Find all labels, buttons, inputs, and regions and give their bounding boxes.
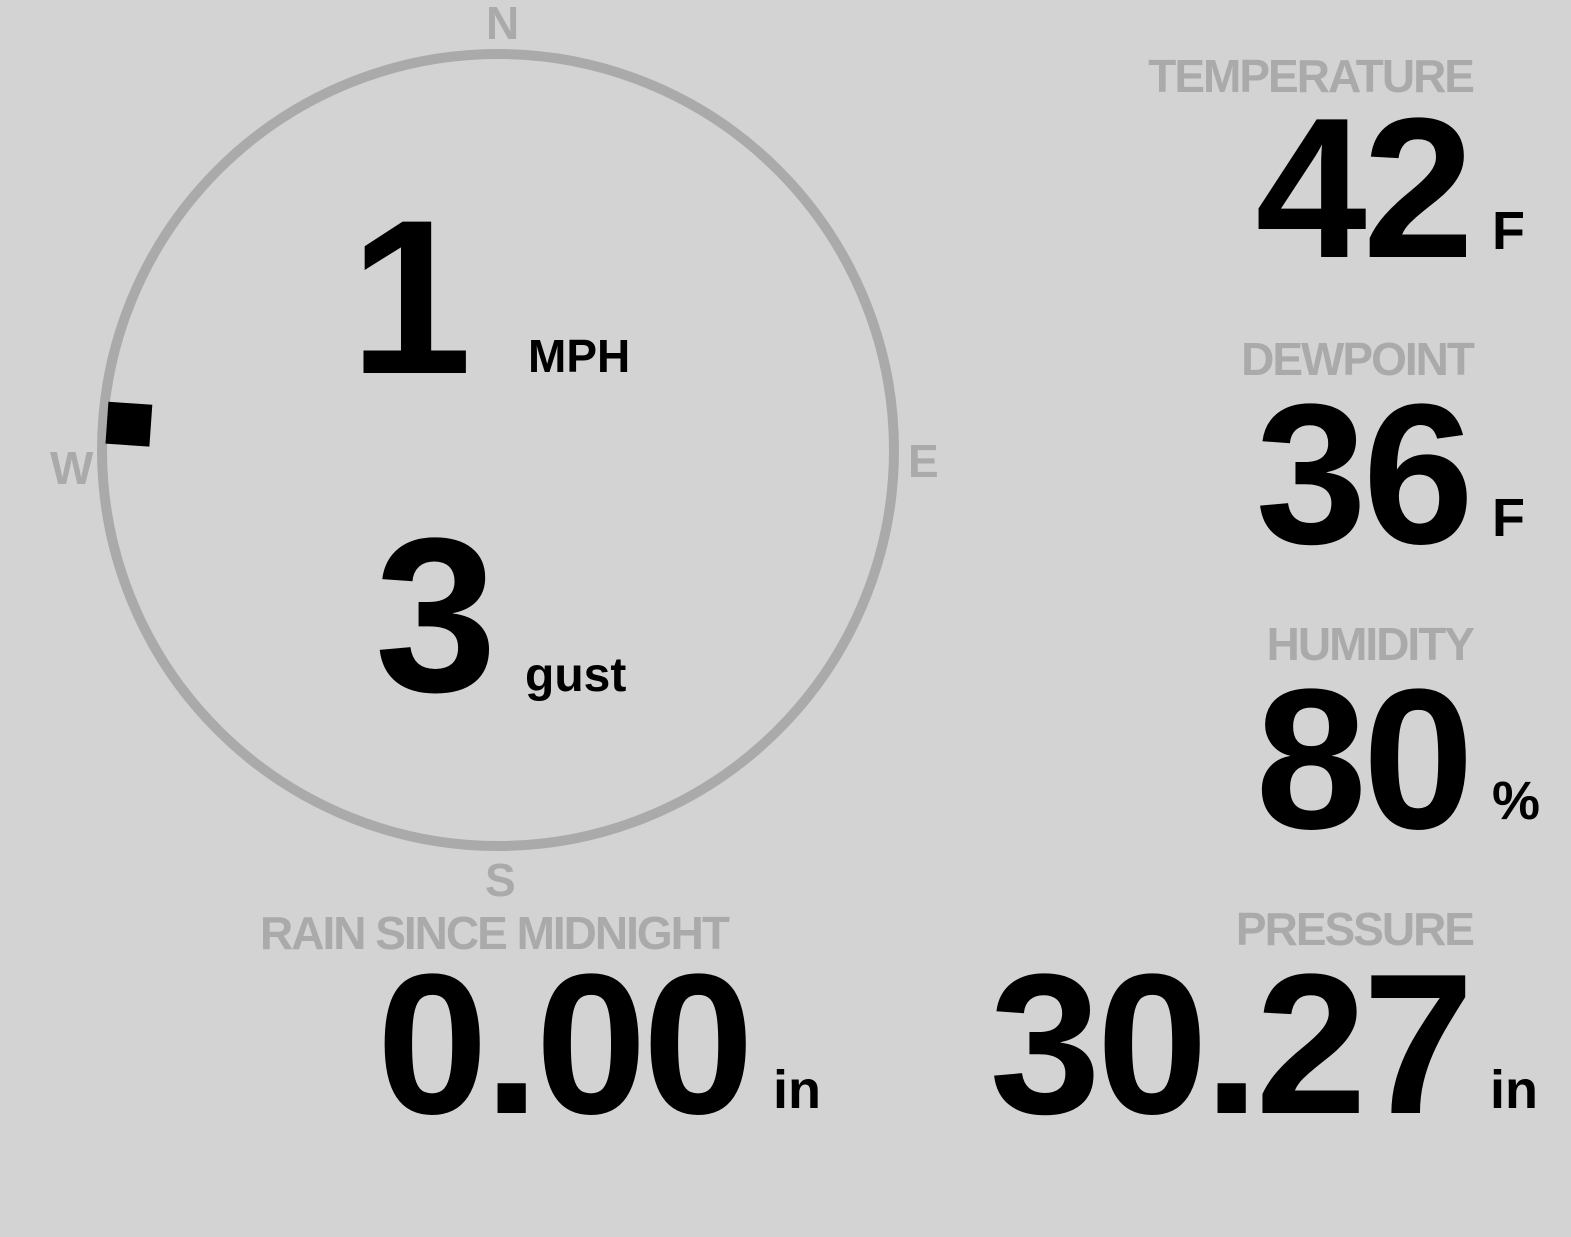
wind-gust-value: 3 — [374, 492, 497, 738]
temperature-label: TEMPERATURE — [1148, 50, 1475, 102]
compass-south-label: S — [485, 854, 516, 906]
wind-speed-unit: MPH — [528, 330, 631, 382]
dewpoint-unit: F — [1492, 488, 1525, 548]
pressure-label: PRESSURE — [1235, 903, 1475, 955]
dewpoint-label: DEWPOINT — [1241, 333, 1475, 385]
pressure-value: 30.27 — [989, 933, 1474, 1156]
pressure-unit: in — [1490, 1060, 1538, 1120]
humidity-unit: % — [1492, 771, 1541, 831]
compass-ring — [97, 49, 899, 851]
rain-unit: in — [773, 1060, 821, 1120]
compass-east-label: E — [908, 435, 939, 487]
rain-label: RAIN SINCE MIDNIGHT — [260, 907, 730, 959]
wind-speed-value: 1 — [349, 174, 472, 420]
humidity-value: 80 — [1255, 648, 1474, 871]
wind-gust-unit: gust — [525, 649, 627, 702]
temperature-value: 42 — [1255, 77, 1474, 300]
compass-west-label: W — [50, 442, 94, 494]
rain-value: 0.00 — [376, 933, 754, 1156]
compass-north-label: N — [486, 0, 520, 49]
wind-direction-marker — [105, 401, 153, 447]
temperature-unit: F — [1492, 201, 1525, 261]
dewpoint-value: 36 — [1255, 363, 1474, 586]
humidity-label: HUMIDITY — [1266, 618, 1475, 670]
